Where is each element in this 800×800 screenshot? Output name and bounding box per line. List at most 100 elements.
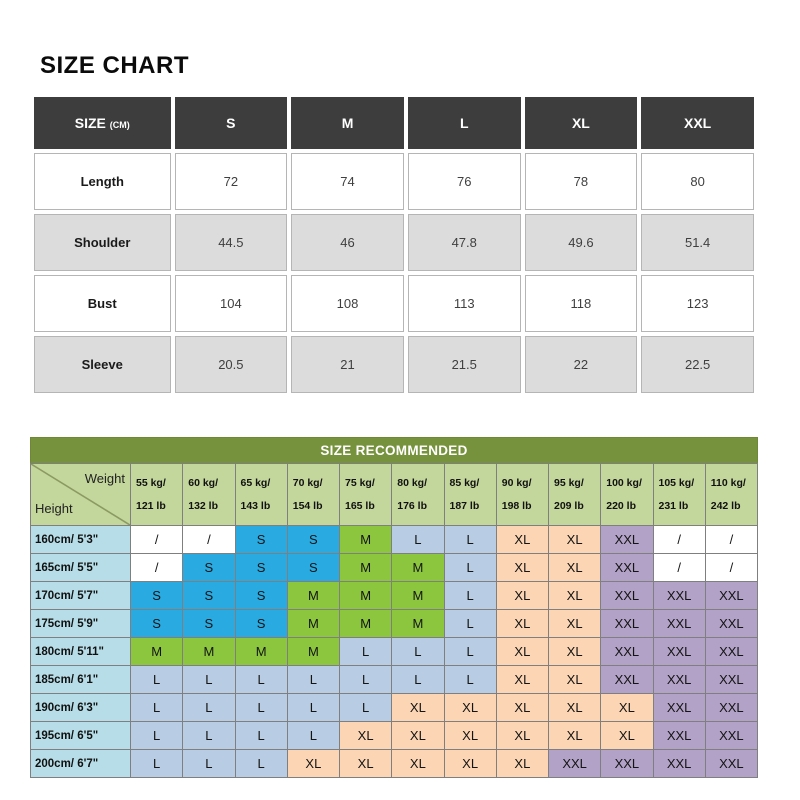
recommended-size-cell: XXL: [600, 637, 654, 666]
recommended-size-cell: XXL: [652, 637, 706, 666]
weight-column-header: 95 kg/209 lb: [547, 463, 602, 526]
recommended-size-cell: S: [182, 609, 236, 638]
recommended-size-cell: XL: [547, 581, 602, 610]
recommended-size-cell: /: [704, 525, 759, 554]
recommended-size-cell: XXL: [547, 749, 602, 778]
recommend-row: 160cm/ 5'3" / / S S M L L XL XL XXL / /: [30, 525, 759, 554]
recommended-size-cell: L: [286, 693, 341, 722]
recommended-size-cell: XXL: [704, 693, 759, 722]
recommended-size-cell: L: [129, 665, 184, 694]
recommended-size-cell: XXL: [704, 749, 759, 778]
measurement-value: 118: [524, 275, 638, 332]
size-column-header: S: [174, 97, 288, 149]
recommended-size-cell: XL: [443, 721, 497, 750]
recommended-size-cell: L: [338, 637, 393, 666]
measurement-value: 22: [524, 336, 638, 393]
recommended-size-cell: L: [338, 693, 393, 722]
recommended-size-cell: XL: [391, 721, 445, 750]
recommended-size-cell: XXL: [600, 665, 654, 694]
recommended-size-cell: XXL: [652, 693, 706, 722]
recommended-size-cell: M: [391, 609, 445, 638]
corner-height-label: Height: [35, 501, 73, 516]
recommended-size-cell: XXL: [704, 721, 759, 750]
measurement-value: 47.8: [407, 214, 521, 271]
recommended-size-cell: XL: [495, 665, 550, 694]
recommended-size-cell: XL: [547, 525, 602, 554]
recommended-size-cell: XXL: [704, 609, 759, 638]
size-column-header: XXL: [641, 97, 754, 149]
size-label: SIZE: [74, 115, 106, 131]
measurement-value: 49.6: [524, 214, 638, 271]
recommended-size-cell: XL: [495, 525, 550, 554]
recommended-size-cell: /: [129, 525, 184, 554]
recommended-size-cell: L: [391, 665, 445, 694]
recommend-row: 180cm/ 5'11" M M M M L L L XL XL XXL XXL XXL: [30, 637, 759, 666]
size-column-header: L: [407, 97, 521, 149]
recommended-size-cell: S: [182, 553, 236, 582]
recommended-size-cell: XL: [338, 721, 393, 750]
recommended-size-cell: L: [182, 693, 236, 722]
size-column-header: M: [291, 97, 404, 149]
height-row-header: 160cm/ 5'3": [30, 525, 131, 554]
recommended-size-cell: L: [286, 665, 341, 694]
recommended-size-cell: XL: [547, 637, 602, 666]
measurement-value: 22.5: [641, 336, 754, 393]
recommended-size-cell: M: [391, 553, 445, 582]
recommended-size-cell: XXL: [704, 581, 759, 610]
measurement-label: Sleeve: [34, 336, 171, 393]
measurements-table: SIZE (CM) S M L XL XXL Length 72 74 76 78 80 Shoul…: [30, 93, 758, 397]
size-unit-label: (CM): [109, 120, 130, 130]
recommended-size-cell: XL: [495, 721, 550, 750]
weight-column-header: 80 kg/176 lb: [391, 463, 445, 526]
recommended-size-cell: XL: [547, 721, 602, 750]
measurement-value: 46: [291, 214, 404, 271]
recommended-size-cell: S: [129, 581, 184, 610]
weight-column-header: 85 kg/187 lb: [443, 463, 497, 526]
height-row-header: 190cm/ 6'3": [30, 693, 131, 722]
recommended-size-cell: S: [129, 609, 184, 638]
size-recommended-banner: SIZE RECOMMENDED: [30, 437, 758, 464]
recommended-size-cell: /: [652, 553, 706, 582]
measurement-value: 44.5: [174, 214, 288, 271]
recommended-size-cell: L: [443, 609, 497, 638]
recommended-size-cell: M: [286, 637, 341, 666]
size-column-header: XL: [524, 97, 638, 149]
recommended-size-cell: M: [182, 637, 236, 666]
recommended-size-cell: L: [234, 665, 288, 694]
measurement-label: Length: [34, 153, 171, 210]
recommended-size-cell: L: [443, 665, 497, 694]
measurement-value: 104: [174, 275, 288, 332]
recommended-size-cell: XL: [547, 665, 602, 694]
recommend-row: 195cm/ 6'5" L L L L XL XL XL XL XL XL XXL XXL: [30, 721, 759, 750]
recommend-row: 175cm/ 5'9" S S S M M M L XL XL XXL XXL XXL: [30, 609, 759, 638]
recommended-size-cell: XL: [547, 693, 602, 722]
measurement-value: 78: [524, 153, 638, 210]
weight-column-header: 65 kg/143 lb: [234, 463, 288, 526]
recommended-title-row: SIZE RECOMMENDED: [30, 437, 758, 464]
measurement-value: 74: [291, 153, 404, 210]
measurement-label: Bust: [34, 275, 171, 332]
recommended-size-cell: XXL: [600, 553, 654, 582]
weight-height-corner-cell: Weight Height: [30, 463, 131, 526]
recommended-size-cell: XXL: [704, 637, 759, 666]
recommended-size-cell: XL: [443, 749, 497, 778]
recommended-size-cell: XL: [391, 749, 445, 778]
recommended-size-cell: /: [704, 553, 759, 582]
recommended-size-cell: L: [443, 553, 497, 582]
recommended-size-cell: S: [234, 581, 288, 610]
recommended-size-cell: XXL: [704, 665, 759, 694]
recommended-size-cell: S: [234, 553, 288, 582]
recommend-row: 185cm/ 6'1" L L L L L L L XL XL XXL XXL XXL: [30, 665, 759, 694]
recommended-size-cell: XXL: [652, 665, 706, 694]
measurement-value: 123: [641, 275, 754, 332]
recommended-size-cell: XL: [443, 693, 497, 722]
weight-column-header: 90 kg/198 lb: [495, 463, 550, 526]
measurement-value: 51.4: [641, 214, 754, 271]
recommended-size-cell: XL: [338, 749, 393, 778]
recommended-size-cell: XL: [495, 581, 550, 610]
recommended-size-cell: XXL: [652, 609, 706, 638]
recommended-size-cell: M: [234, 637, 288, 666]
measurement-value: 21.5: [407, 336, 521, 393]
measurement-row: Bust 104 108 113 118 123: [34, 275, 754, 332]
recommended-size-cell: M: [338, 581, 393, 610]
